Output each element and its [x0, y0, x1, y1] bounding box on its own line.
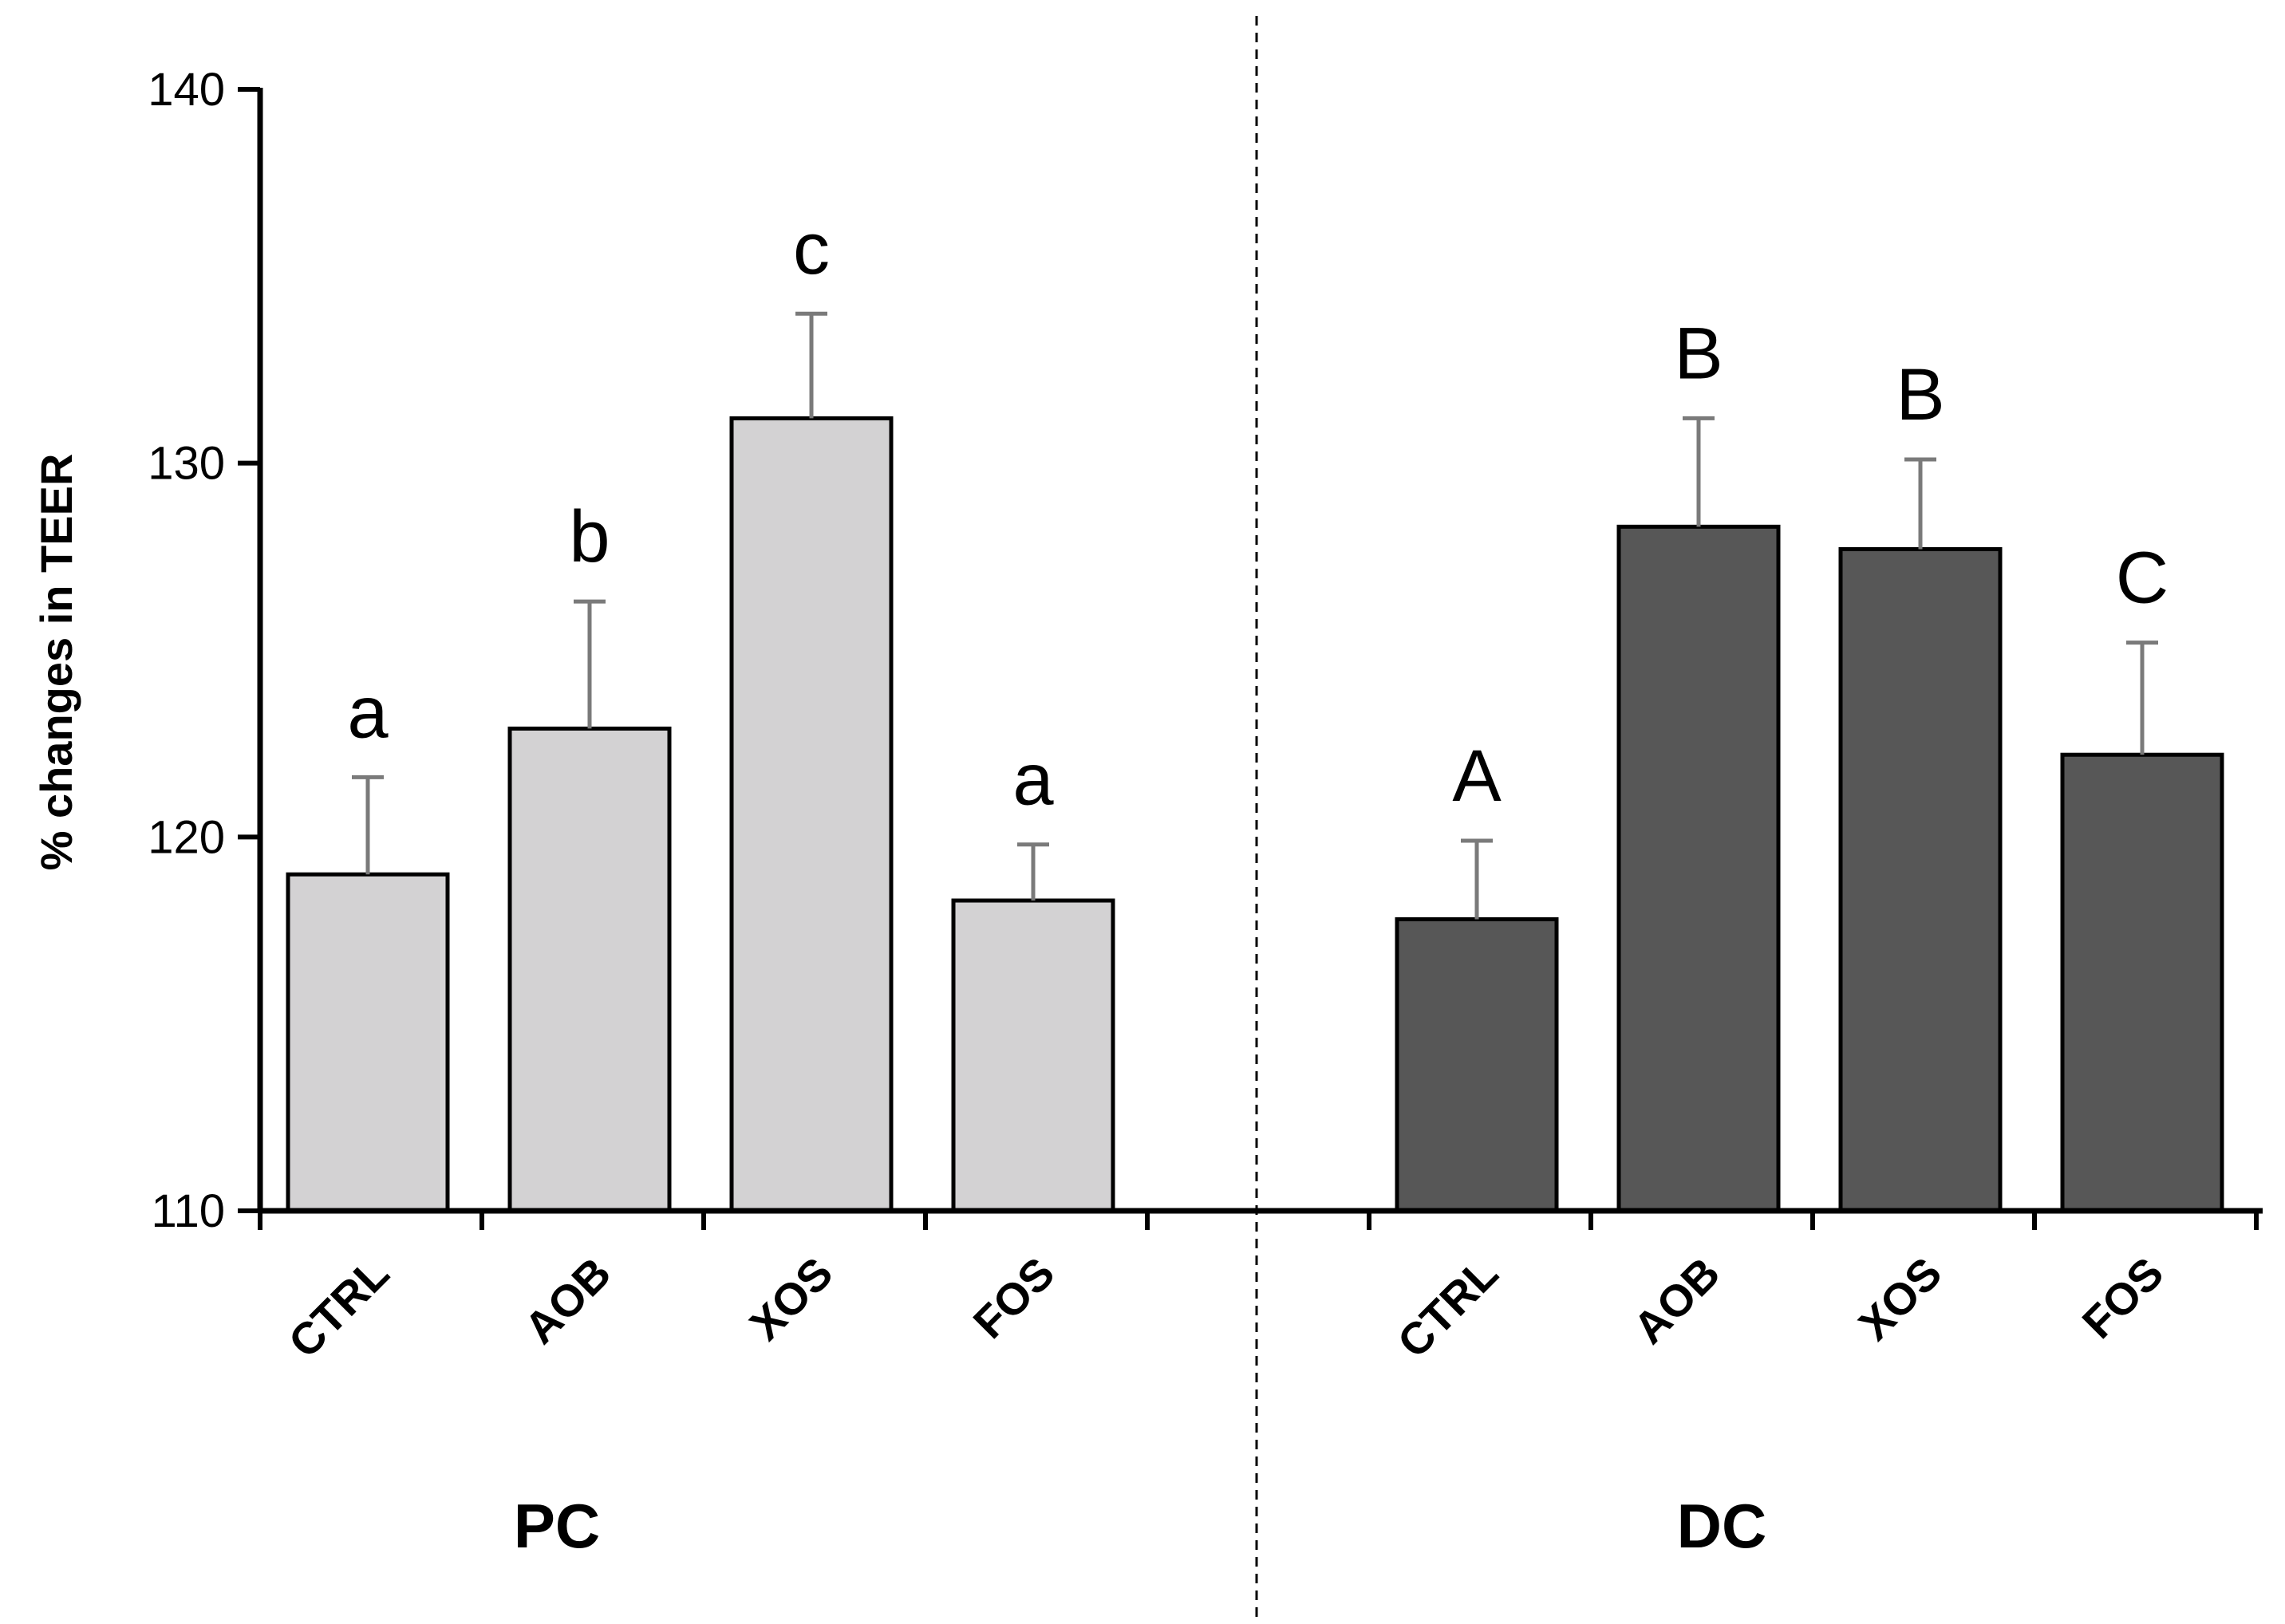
category-label-pc-aob: AOB — [515, 1248, 621, 1354]
sig-letter-pc-xos: c — [793, 208, 830, 290]
category-label-pc-fos: FOS — [964, 1248, 1064, 1348]
category-label-pc-ctrl: CTRL — [278, 1248, 398, 1367]
bar-pc-aob — [507, 726, 672, 1213]
y-tick-label: 110 — [152, 1185, 225, 1237]
category-label-dc-aob: AOB — [1624, 1248, 1730, 1354]
category-label-pc-xos: XOS — [740, 1248, 842, 1350]
bar-dc-ctrl — [1395, 916, 1559, 1213]
category-labels-layer: CTRL AOB XOS FOS CTRL AOB XOS FOS — [278, 1248, 2173, 1367]
y-tick-label: 130 — [148, 438, 225, 490]
bar-pc-ctrl — [286, 872, 450, 1213]
y-tick-label: 140 — [148, 64, 225, 116]
sig-letter-pc-aob: b — [569, 496, 610, 577]
significance-letters-layer: a b c a A B B C — [347, 208, 2169, 821]
bar-pc-xos — [729, 416, 894, 1213]
tick-labels-layer: 110 120 130 140 — [148, 64, 225, 1237]
y-axis-label: % changes in TEER — [31, 454, 81, 871]
category-label-dc-xos: XOS — [1849, 1248, 1951, 1350]
y-tick-label: 120 — [148, 811, 225, 863]
sig-letter-dc-aob: B — [1674, 313, 1723, 394]
sig-letter-pc-ctrl: a — [347, 672, 389, 753]
sig-letter-pc-fos: a — [1012, 739, 1054, 821]
group-label-pc: PC — [514, 1491, 600, 1561]
group-labels-layer: PC DC — [514, 1491, 1767, 1561]
group-label-dc: DC — [1677, 1491, 1767, 1561]
axes-layer — [238, 87, 2263, 1230]
sig-letter-dc-ctrl: A — [1452, 735, 1502, 817]
bar-dc-xos — [1838, 546, 2003, 1213]
sig-letter-dc-xos: B — [1896, 354, 1944, 436]
error-bars-layer — [352, 311, 2158, 920]
sig-letter-dc-fos: C — [2116, 538, 2169, 619]
bar-pc-fos — [951, 898, 1115, 1213]
bar-dc-fos — [2060, 752, 2224, 1213]
category-label-dc-fos: FOS — [2073, 1248, 2173, 1348]
category-label-dc-ctrl: CTRL — [1387, 1248, 1507, 1367]
bar-dc-aob — [1616, 524, 1781, 1213]
